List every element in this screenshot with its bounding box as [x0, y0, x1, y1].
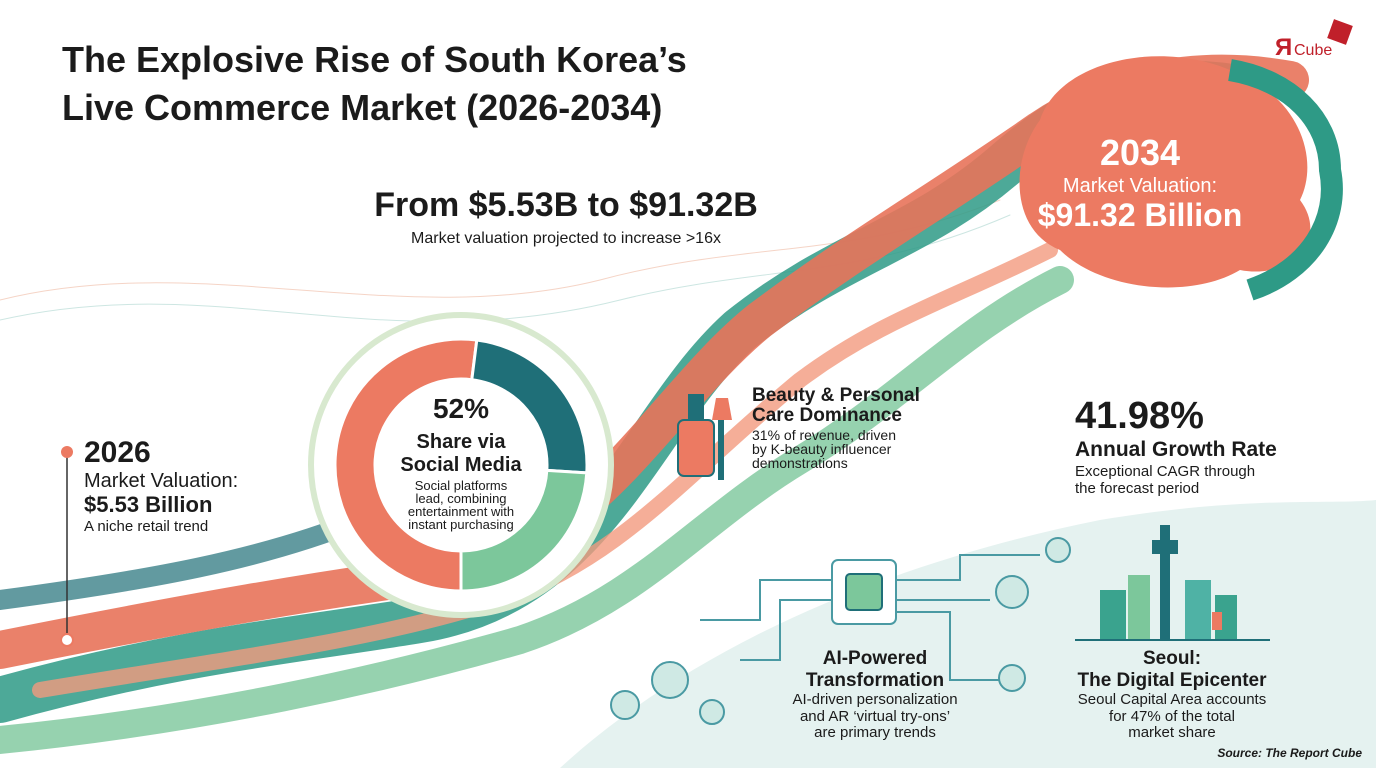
headline: From $5.53B to $91.32B	[374, 186, 758, 224]
donut-text: lead, combining	[415, 491, 506, 506]
logo-mark: Я	[1275, 34, 1292, 61]
beauty-title: Care Dominance	[752, 405, 902, 426]
headline-sub: Market valuation projected to increase >…	[411, 230, 721, 247]
donut	[333, 337, 589, 593]
title: Live Commerce Market (2026-2034)	[62, 87, 662, 128]
blob	[1019, 56, 1311, 288]
end-label: Market Valuation:	[1063, 175, 1217, 197]
donut-text: entertainment with	[408, 504, 514, 519]
donut-hole	[375, 379, 547, 551]
donut-text: Social platforms	[415, 478, 508, 493]
donut-title: Share via	[417, 431, 507, 453]
seoul-text: Seoul Capital Area accounts	[1078, 691, 1266, 708]
ai-title: AI-Powered	[823, 648, 928, 669]
ribbon	[0, 266, 1074, 754]
start-label: Market Valuation:	[84, 470, 238, 492]
seoul-text: market share	[1128, 724, 1216, 741]
beauty-text: by K-beauty influencer	[752, 441, 892, 457]
growth-text: Exceptional CAGR through	[1075, 463, 1255, 480]
source: Source: The Report Cube	[1217, 746, 1362, 760]
beauty-icon	[677, 394, 732, 480]
growth-text: the forecast period	[1075, 480, 1199, 497]
ribbon	[0, 510, 370, 610]
seoul-title: The Digital Epicenter	[1078, 670, 1268, 691]
end-year: 2034	[1100, 132, 1180, 173]
start-value: $5.53 Billion	[84, 492, 212, 517]
seoul-title: Seoul:	[1143, 648, 1201, 669]
lower-panel	[560, 500, 1376, 768]
start-year: 2026	[84, 436, 151, 469]
ribbons	[0, 54, 1309, 754]
beauty-text: 31% of revenue, driven	[752, 427, 896, 443]
end-value: $91.32 Billion	[1038, 197, 1243, 233]
title: The Explosive Rise of South Korea’s	[62, 39, 687, 80]
donut-value: 52%	[433, 393, 489, 424]
timeline-dot	[60, 633, 74, 647]
donut-text: instant purchasing	[408, 517, 514, 532]
ai-text: and AR ‘virtual try-ons’	[800, 708, 950, 725]
ribbon	[32, 242, 1058, 698]
logo: Cube	[1294, 42, 1332, 59]
logo-cube	[1327, 19, 1353, 45]
ai-text: AI-driven personalization	[792, 691, 957, 708]
beauty-text: demonstrations	[752, 455, 848, 471]
ai-title: Transformation	[806, 670, 944, 691]
ribbon	[1227, 59, 1343, 301]
growth-value: 41.98%	[1075, 395, 1204, 437]
seoul-skyline	[1075, 525, 1270, 641]
donut-title: Social Media	[400, 454, 522, 476]
start-note: A niche retail trend	[84, 518, 208, 535]
seoul-text: for 47% of the total	[1109, 708, 1235, 725]
ai-text: are primary trends	[814, 724, 936, 741]
growth-title: Annual Growth Rate	[1075, 438, 1277, 461]
circuit	[610, 537, 1071, 725]
beauty-title: Beauty & Personal	[752, 385, 920, 406]
timeline-dot	[61, 446, 73, 458]
